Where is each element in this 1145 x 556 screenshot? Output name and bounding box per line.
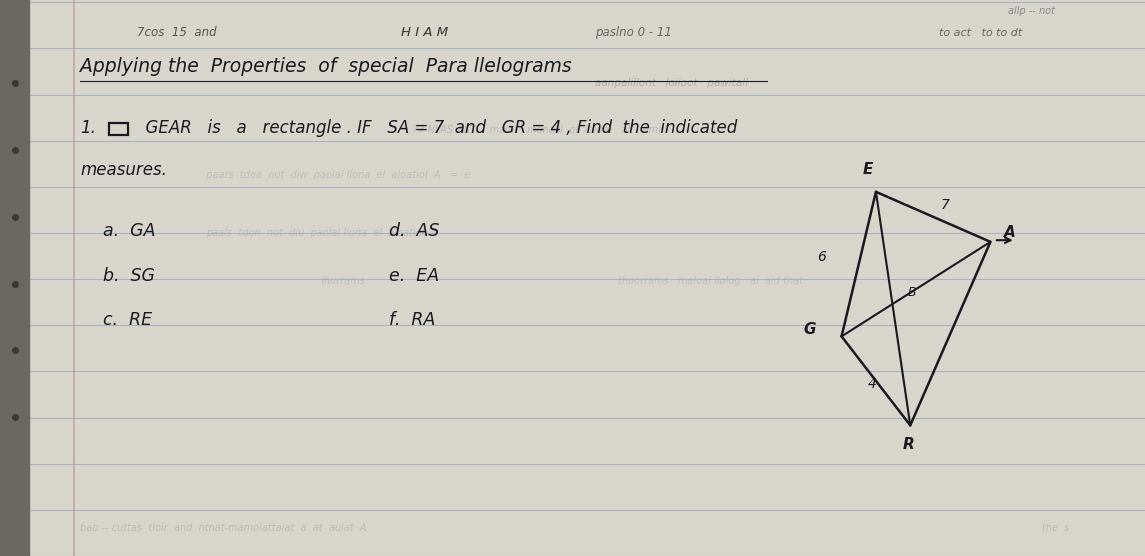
Text: Applying the  Properties  of  special  Para llelograms: Applying the Properties of special Para … xyxy=(80,57,571,76)
Text: thoorrams   maloal llolog   al  ald that: thoorrams maloal llolog al ald that xyxy=(618,276,804,286)
Text: 7cos  15  and: 7cos 15 and xyxy=(137,26,218,39)
Text: B: B xyxy=(908,286,917,299)
Text: the  s: the s xyxy=(1042,523,1069,533)
Text: paslno 0 - 11: paslno 0 - 11 xyxy=(595,26,672,39)
Text: allp -- not: allp -- not xyxy=(1008,6,1055,16)
Text: paars  tdoa  not  diw  paolal llona  el  aloatiol  A   =  e: paars tdoa not diw paolal llona el aloat… xyxy=(200,170,471,180)
Text: GEAR   is   a   rectangle . IF   SA = 7  and   GR = 4 , Find  the  indicated: GEAR is a rectangle . IF SA = 7 and GR =… xyxy=(135,120,737,137)
Text: 7: 7 xyxy=(941,197,950,211)
Text: bab -- cuttas  tloir  and  ntnat-mamolattaiat  a  at  aulat  A: bab -- cuttas tloir and ntnat-mamolattai… xyxy=(80,523,366,533)
Text: E: E xyxy=(862,162,872,177)
Text: e.  EA: e. EA xyxy=(389,267,440,285)
Text: 6: 6 xyxy=(818,250,827,264)
Text: 1.: 1. xyxy=(80,120,96,137)
Text: measures.: measures. xyxy=(80,161,167,179)
Text: H I A M: H I A M xyxy=(401,26,448,39)
Bar xyxy=(0,0,29,556)
Text: G: G xyxy=(804,321,816,336)
Text: b.  SG: b. SG xyxy=(103,267,155,285)
Text: thurrams: thurrams xyxy=(321,276,365,286)
Text: a.  GA: a. GA xyxy=(103,222,156,240)
Text: R: R xyxy=(902,436,914,451)
Text: 4: 4 xyxy=(868,377,877,391)
Text: f.  RA: f. RA xyxy=(389,311,436,329)
Text: A: A xyxy=(1004,225,1016,240)
Text: 77 NLAS  NOT   malat   manalil  of  loiare   all   amol: 77 NLAS NOT malat manalil of loiare all … xyxy=(412,126,668,136)
Text: d.  AS: d. AS xyxy=(389,222,440,240)
Text: aanpalillont   loiioot   pawitall: aanpalillont loiioot pawitall xyxy=(595,78,749,88)
Text: to act   to to dt: to act to to dt xyxy=(939,28,1022,38)
Text: paals  tdon  not  diu  paolal llona  el  aloatiol  A: paals tdon not diu paolal llona el aloat… xyxy=(206,229,437,239)
Text: c.  RE: c. RE xyxy=(103,311,152,329)
